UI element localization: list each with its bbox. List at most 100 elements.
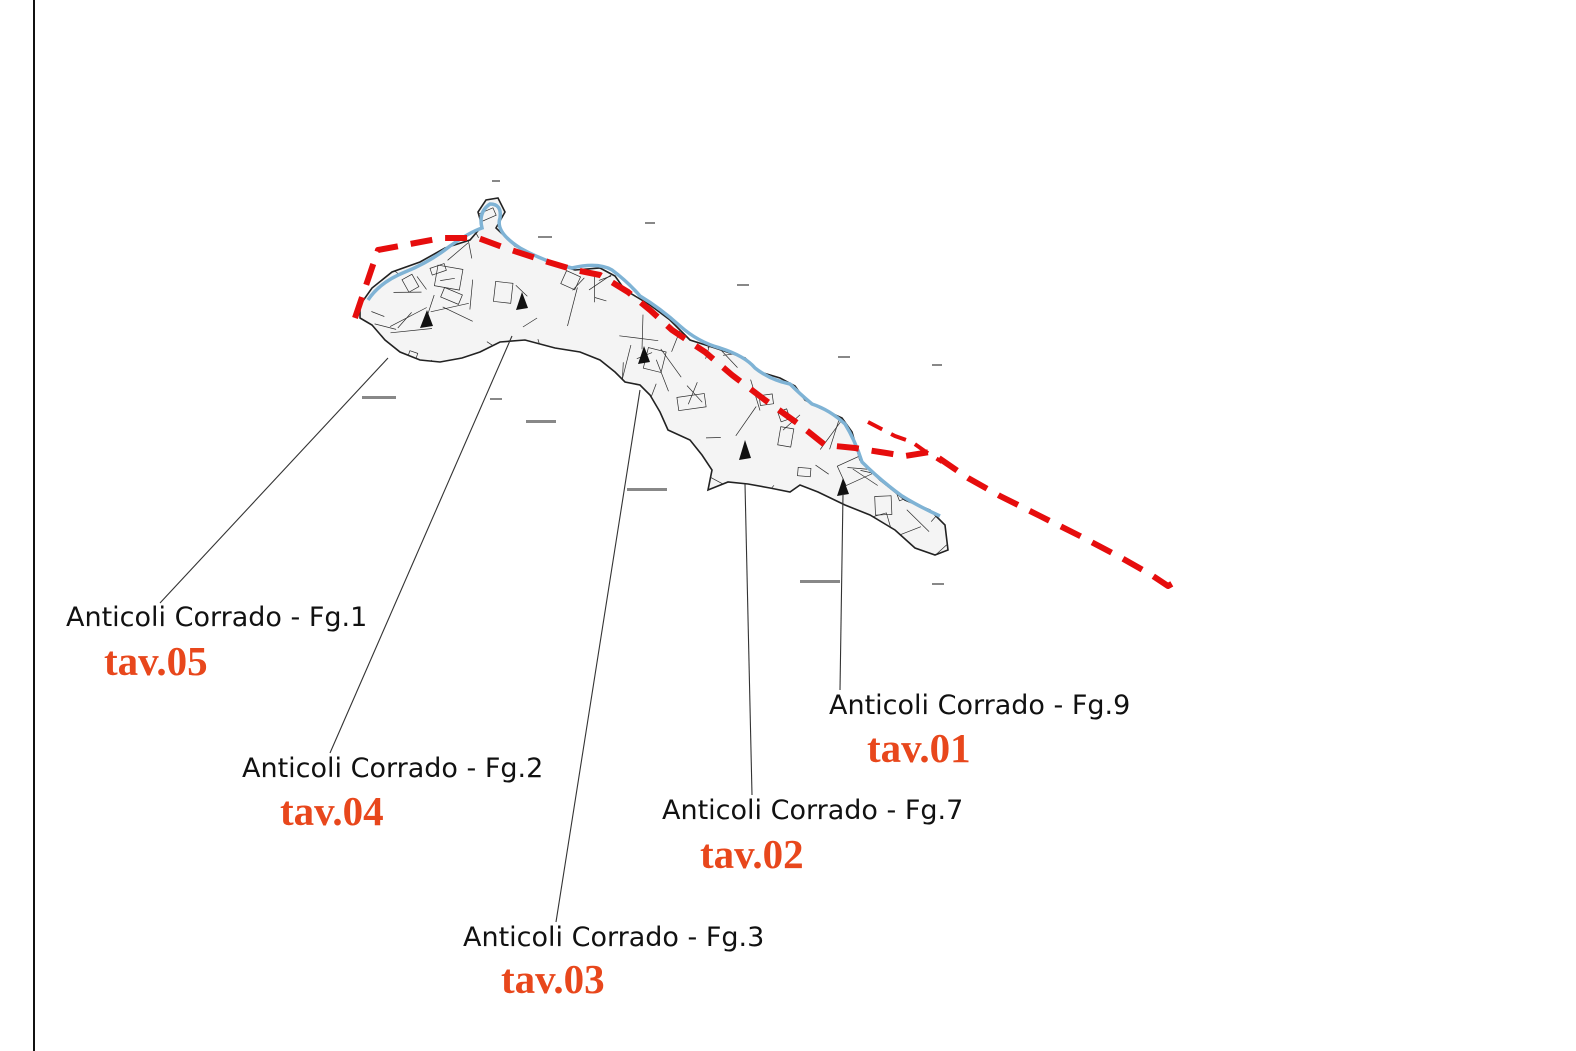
parcel-line xyxy=(401,229,411,259)
river xyxy=(366,202,941,518)
parcel-line xyxy=(791,353,813,378)
parcel-line xyxy=(593,514,620,537)
parcel-line xyxy=(459,201,464,214)
parcel-line xyxy=(711,251,740,270)
parcel-block xyxy=(467,501,483,521)
parcel-line xyxy=(936,544,947,555)
parcel-line xyxy=(933,229,942,243)
callout-code-fg1: tav.05 xyxy=(104,638,208,684)
parcel-block xyxy=(520,544,539,555)
parcel-line xyxy=(657,472,692,483)
parcel-line xyxy=(748,255,764,265)
parcel-line xyxy=(629,513,655,522)
parcel-line xyxy=(849,252,872,265)
parcel-block xyxy=(375,210,407,229)
parcel-block xyxy=(874,354,888,367)
parcel-line xyxy=(632,254,655,257)
parcel-line xyxy=(515,284,528,297)
parcel-block xyxy=(655,556,668,572)
parcel-line xyxy=(868,394,883,406)
parcel-block xyxy=(480,476,505,492)
parcel-line xyxy=(887,388,893,405)
callout-label-fg3: Anticoli Corrado - Fg.3 xyxy=(463,922,765,953)
parcel-line xyxy=(416,276,427,290)
parcel-line xyxy=(371,311,385,317)
parcel-line xyxy=(447,242,469,261)
parcel-line xyxy=(883,310,898,325)
parcel-line xyxy=(522,317,538,328)
parcel-line xyxy=(682,556,716,571)
sheet-marker-fg9 xyxy=(837,478,849,496)
parcel-line xyxy=(460,486,490,494)
parcel-block xyxy=(750,274,784,294)
parcel-line xyxy=(923,311,948,318)
parcel-block xyxy=(585,480,607,506)
parcel-line xyxy=(651,201,673,219)
leader-line-fg1 xyxy=(159,357,389,604)
parcel-line xyxy=(619,227,623,256)
parcel-line xyxy=(719,322,725,339)
parcel-line xyxy=(362,551,381,555)
boundary-line-branch xyxy=(867,420,944,464)
parcel-block xyxy=(626,206,659,235)
callout-label-fg7: Anticoli Corrado - Fg.7 xyxy=(662,795,964,826)
annotation-mark xyxy=(627,488,667,491)
parcel-line xyxy=(430,504,452,535)
annotation-mark xyxy=(838,356,850,358)
parcel-block xyxy=(760,241,790,266)
callout-label-fg2: Anticoli Corrado - Fg.2 xyxy=(242,753,544,784)
parcel-line xyxy=(614,441,621,480)
parcel-line xyxy=(754,198,774,202)
parcel-line xyxy=(815,464,829,475)
leader-line-fg3 xyxy=(555,389,641,923)
parcel-line xyxy=(686,385,703,403)
sheet-marker-fg3 xyxy=(638,346,650,364)
parcel-line xyxy=(641,314,644,350)
parcel-block xyxy=(714,204,738,219)
parcel-block xyxy=(493,281,514,304)
parcel-line xyxy=(919,309,932,340)
parcel-line xyxy=(787,288,791,316)
parcel-line xyxy=(607,241,638,250)
parcel-line xyxy=(676,291,694,301)
parcel-line xyxy=(544,490,572,495)
sheet-markers xyxy=(420,292,849,496)
parcel-block xyxy=(874,495,893,516)
parcel-line xyxy=(756,256,783,263)
annotation-mark xyxy=(737,284,749,286)
parcel-block xyxy=(361,367,383,388)
sheet-marker-fg1 xyxy=(420,310,433,328)
parcel-line xyxy=(833,330,839,349)
parcel-line xyxy=(732,252,742,280)
parcel-line xyxy=(682,287,700,320)
parcel-line xyxy=(560,237,576,248)
parcel-block xyxy=(510,419,525,430)
parcel-block xyxy=(758,393,774,406)
parcel-line xyxy=(405,503,410,518)
map-annotations xyxy=(362,180,944,585)
parcel-block xyxy=(608,419,627,437)
parcel-line xyxy=(439,460,479,473)
parcel-line xyxy=(397,312,412,329)
sheet-marker-fg7 xyxy=(739,440,751,460)
parcel-line xyxy=(500,516,520,519)
parcel-line xyxy=(612,452,623,464)
parcel-line xyxy=(493,403,509,410)
parcel-block xyxy=(939,353,948,379)
parcel-line xyxy=(460,551,480,555)
parcel-line xyxy=(423,373,442,380)
parcel-block xyxy=(910,471,931,490)
parcel-line xyxy=(554,198,562,210)
parcel-block xyxy=(429,263,447,276)
parcel-line xyxy=(519,475,538,514)
parcel-line xyxy=(676,498,685,514)
parcel-line xyxy=(434,462,442,474)
parcel-line xyxy=(563,402,572,428)
parcel-block xyxy=(668,544,686,555)
parcel-block xyxy=(434,264,464,291)
callout-code-fg2: tav.04 xyxy=(280,788,384,834)
annotation-mark xyxy=(492,180,500,182)
parcel-line xyxy=(937,198,948,203)
parcel-block xyxy=(780,298,815,326)
